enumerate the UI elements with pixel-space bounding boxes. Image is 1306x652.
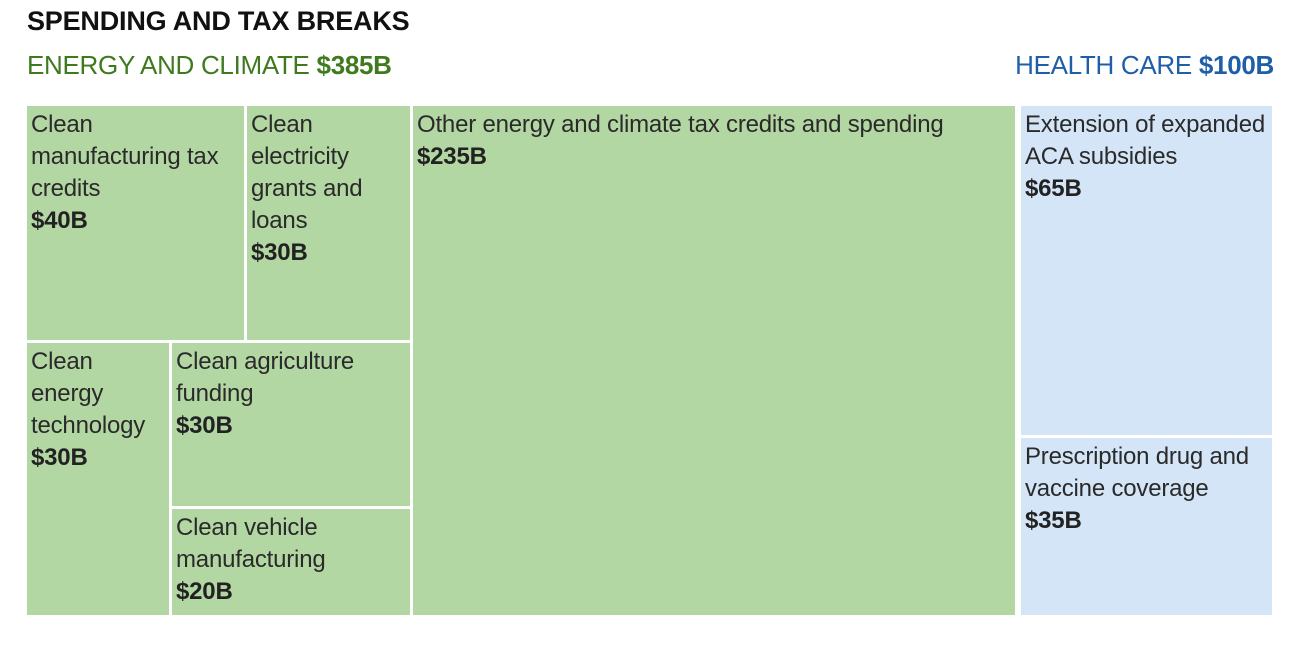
treemap-cell-clean-electricity-grants-and-loans <box>247 106 410 340</box>
health-group-header: HEALTH CARE $100B <box>1015 50 1274 81</box>
treemap-label-other-energy-and-climate-tax-credits-and-spending: Other energy and climate tax credits and… <box>417 109 1015 173</box>
treemap-item-value: $235B <box>417 143 487 170</box>
treemap-item-value: $40B <box>31 207 88 234</box>
treemap-cell-extension-of-expanded-aca-subsidies <box>1021 106 1272 435</box>
treemap-item-name: Extension of expanded ACA subsidies <box>1025 111 1265 170</box>
treemap-item-name: Clean agriculture funding <box>176 348 355 407</box>
treemap-item-value: $20B <box>176 578 233 605</box>
chart-title: SPENDING AND TAX BREAKS <box>27 6 410 36</box>
treemap-item-name: Clean electricity grants and loans <box>251 111 363 234</box>
treemap-item-value: $30B <box>251 239 308 266</box>
treemap-label-clean-agriculture-funding: Clean agriculture funding $30B <box>176 346 410 442</box>
treemap-label-clean-vehicle-manufacturing: Clean vehicle manufacturing $20B <box>176 512 410 608</box>
treemap-cell-other-energy-and-climate-tax-credits-and-spending <box>413 106 1015 615</box>
health-group-total: $100B <box>1198 50 1274 80</box>
treemap-item-value: $30B <box>31 444 88 471</box>
treemap-item-name: Clean energy technology <box>31 348 146 439</box>
treemap-item-name: Clean manufacturing tax credits <box>31 111 219 202</box>
energy-group-name: ENERGY AND CLIMATE <box>27 50 310 80</box>
treemap-label-prescription-drug-and-vaccine-coverage: Prescription drug and vaccine coverage $3… <box>1025 441 1272 537</box>
treemap-cell-clean-energy-technology <box>27 343 169 615</box>
treemap-label-clean-energy-technology: Clean energy technology $30B <box>31 346 169 474</box>
treemap-label-clean-electricity-grants-and-loans: Clean electricity grants and loans $30B <box>251 109 410 269</box>
treemap-item-value: $65B <box>1025 175 1082 202</box>
treemap-item-name: Other energy and climate tax credits and… <box>417 111 944 138</box>
treemap-item-name: Prescription drug and vaccine coverage <box>1025 443 1249 502</box>
treemap-item-name: Clean vehicle manufacturing <box>176 514 326 573</box>
treemap-cell-clean-agriculture-funding <box>172 343 410 506</box>
health-group-name: HEALTH CARE <box>1015 50 1192 80</box>
energy-group-total: $385B <box>316 50 392 80</box>
treemap-cell-clean-vehicle-manufacturing <box>172 509 410 615</box>
treemap-cell-clean-manufacturing-tax-credits <box>27 106 244 340</box>
treemap-label-clean-manufacturing-tax-credits: Clean manufacturing tax credits $40B <box>31 109 244 237</box>
treemap-label-extension-of-expanded-aca-subsidies: Extension of expanded ACA subsidies $65B <box>1025 109 1272 205</box>
treemap-item-value: $30B <box>176 412 233 439</box>
energy-group-header: ENERGY AND CLIMATE $385B <box>27 50 392 81</box>
treemap-item-value: $35B <box>1025 507 1082 534</box>
treemap-cell-prescription-drug-and-vaccine-coverage <box>1021 438 1272 615</box>
